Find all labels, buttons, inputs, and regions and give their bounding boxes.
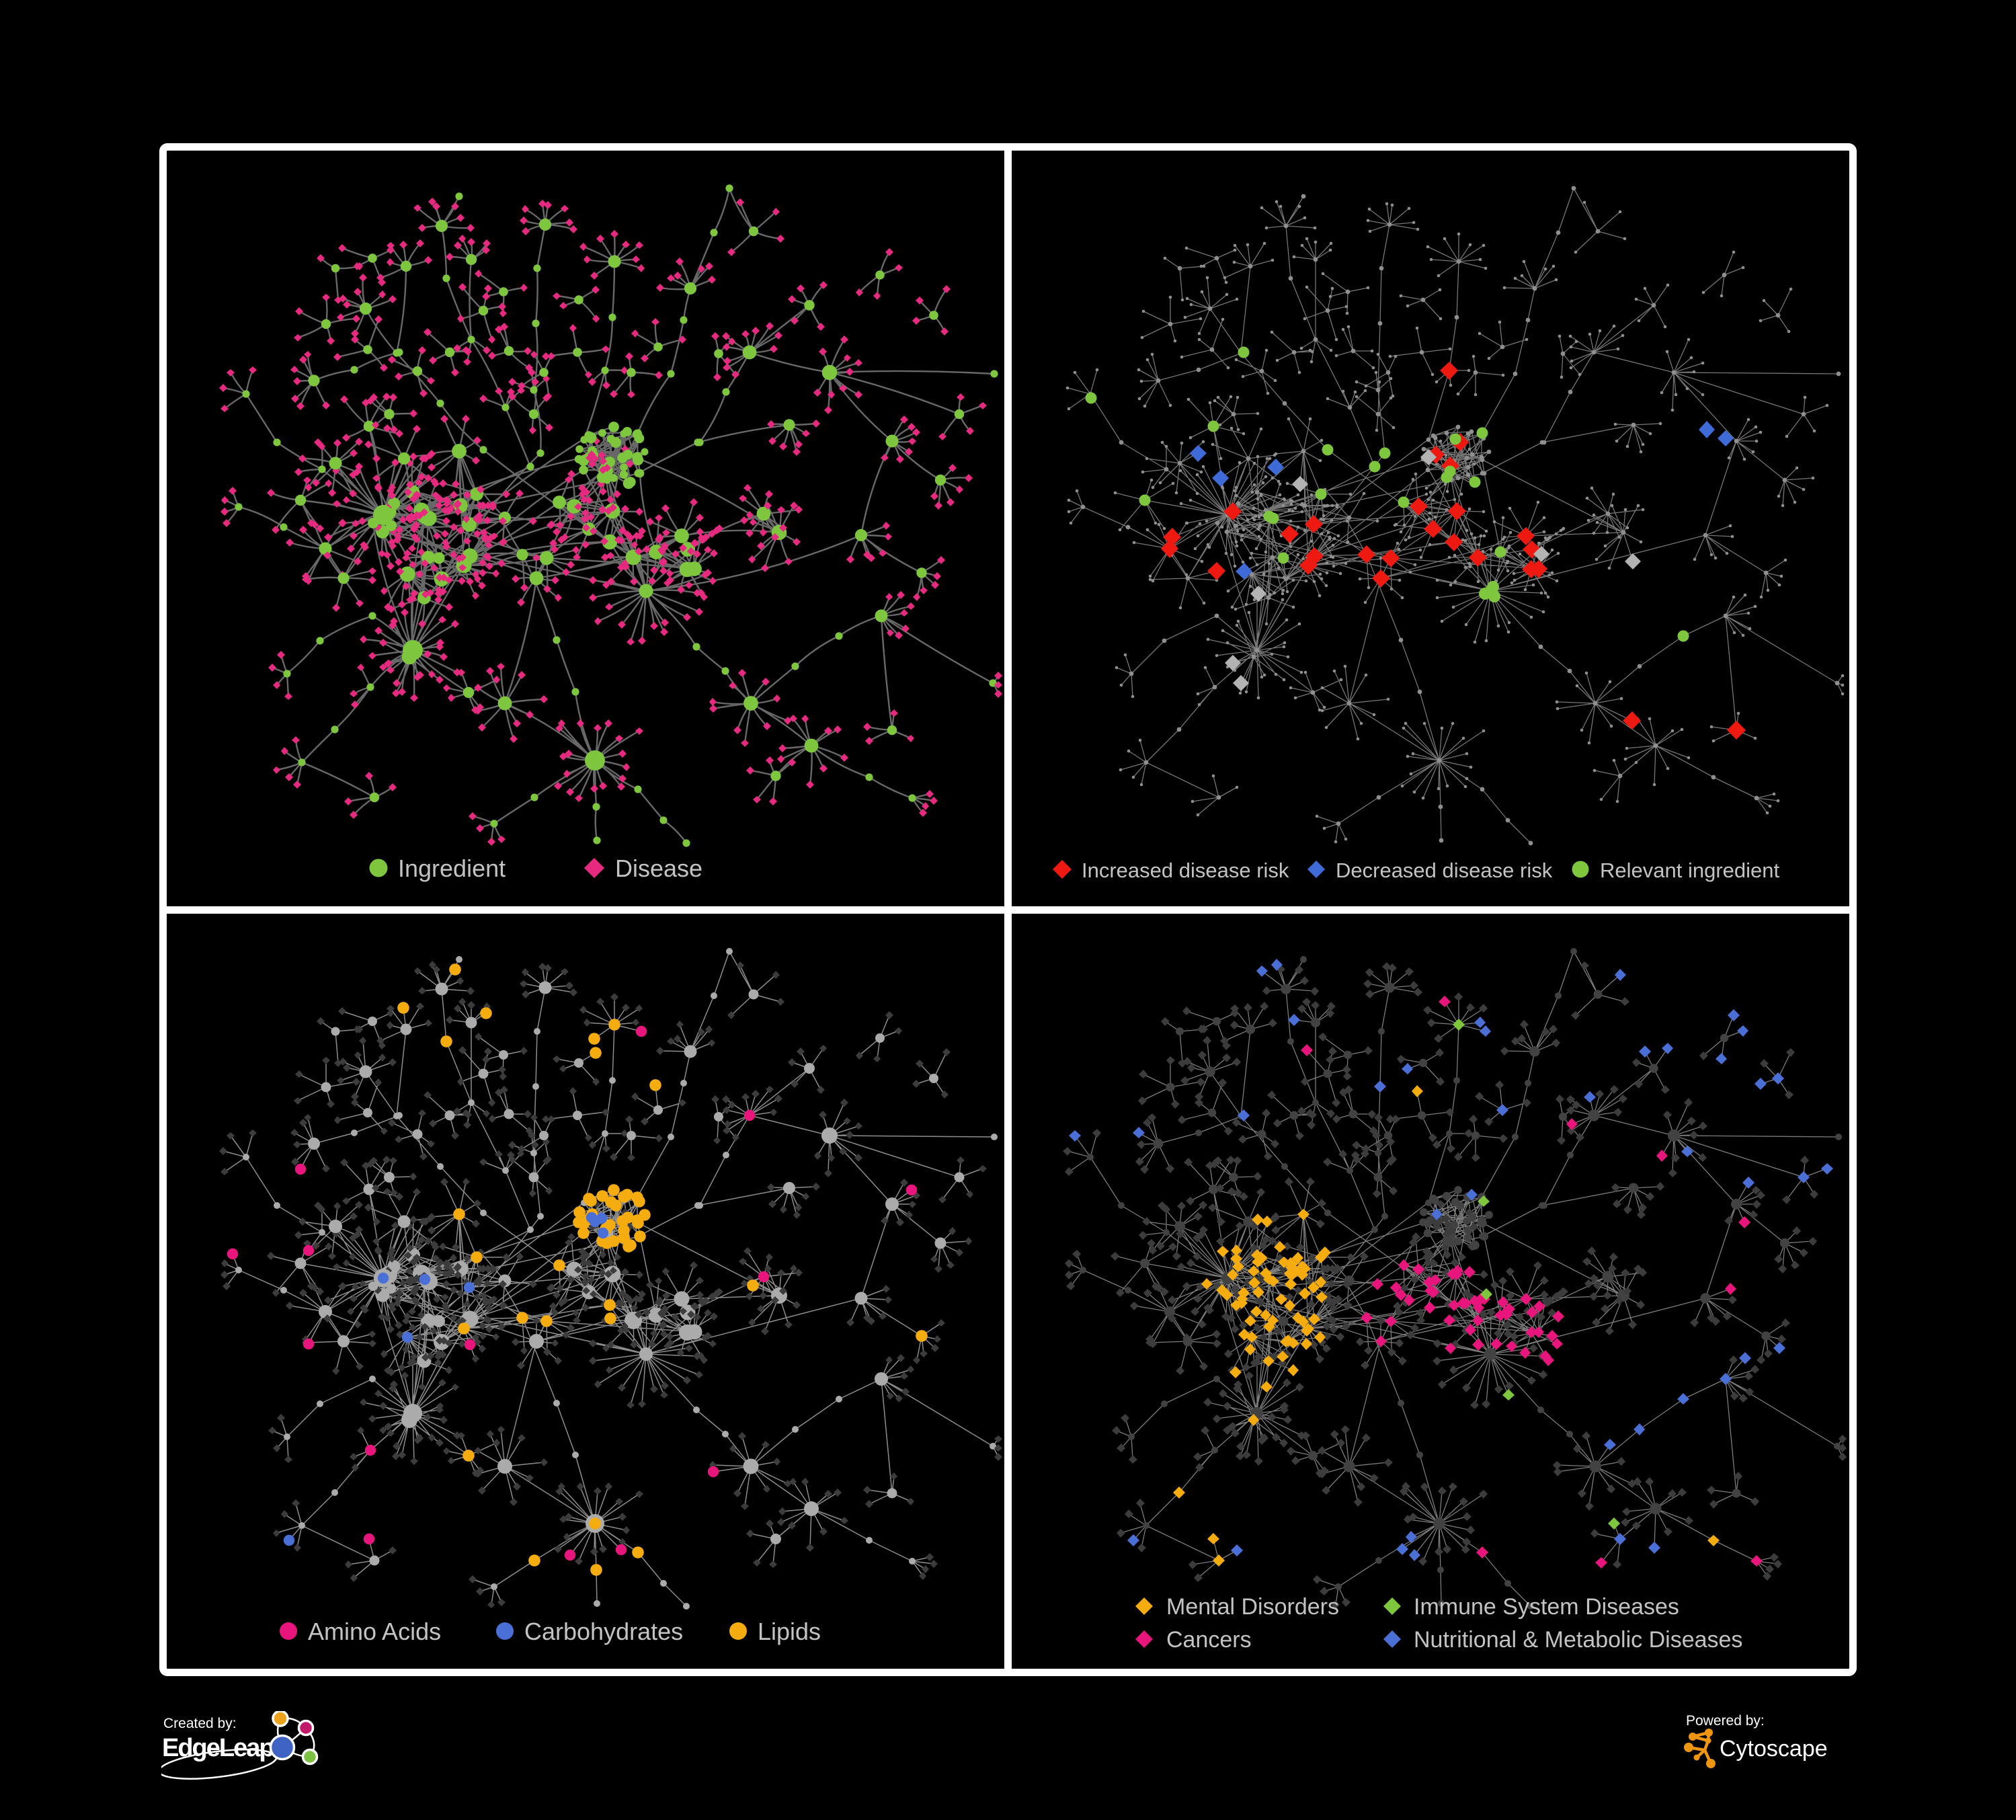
svg-text:Disease: Disease bbox=[615, 855, 702, 882]
svg-text:Created by:: Created by: bbox=[163, 1716, 237, 1731]
svg-text:EdgeLeap: EdgeLeap bbox=[162, 1734, 274, 1762]
svg-text:Mental Disorders: Mental Disorders bbox=[1166, 1594, 1339, 1620]
svg-text:Cancers: Cancers bbox=[1166, 1627, 1252, 1653]
svg-text:Lipids: Lipids bbox=[758, 1618, 821, 1645]
svg-text:Amino Acids: Amino Acids bbox=[308, 1618, 441, 1645]
svg-text:Decreased disease risk: Decreased disease risk bbox=[1336, 859, 1553, 882]
svg-text:Increased disease risk: Increased disease risk bbox=[1082, 859, 1289, 882]
svg-text:Immune System Diseases: Immune System Diseases bbox=[1414, 1594, 1679, 1620]
svg-text:Relevant ingredient: Relevant ingredient bbox=[1600, 859, 1780, 882]
svg-text:Ingredient: Ingredient bbox=[398, 855, 506, 882]
svg-text:Nutritional & Metabolic Diseas: Nutritional & Metabolic Diseases bbox=[1414, 1627, 1742, 1653]
svg-text:Powered by:: Powered by: bbox=[1686, 1713, 1765, 1729]
svg-text:Cytoscape: Cytoscape bbox=[1720, 1736, 1828, 1762]
svg-text:Carbohydrates: Carbohydrates bbox=[524, 1618, 683, 1645]
